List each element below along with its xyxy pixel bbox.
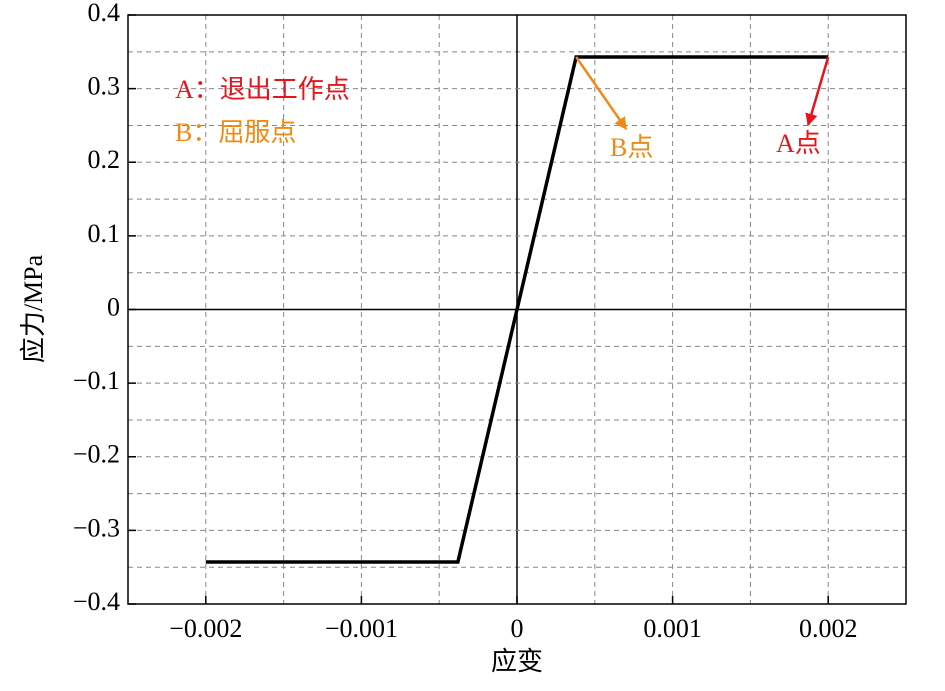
x-tick-label: −0.002 bbox=[169, 614, 242, 643]
y-tick-label: −0.4 bbox=[73, 587, 120, 616]
y-tick-label: −0.1 bbox=[73, 366, 120, 395]
x-tick-label: 0.001 bbox=[643, 614, 702, 643]
annotation-arrow bbox=[805, 56, 830, 127]
annotation-arrow bbox=[575, 56, 628, 130]
y-tick-label: 0.2 bbox=[88, 145, 121, 174]
y-tick-label: −0.3 bbox=[73, 513, 120, 542]
x-axis-label: 应变 bbox=[491, 647, 543, 676]
y-tick-label: 0.4 bbox=[88, 0, 121, 27]
y-tick-label: 0 bbox=[107, 292, 120, 321]
note: B：屈服点 bbox=[175, 118, 296, 147]
note: A：退出工作点 bbox=[175, 75, 350, 104]
x-tick-label: 0 bbox=[511, 614, 524, 643]
y-tick-label: 0.1 bbox=[88, 219, 121, 248]
point-label: B点 bbox=[610, 133, 653, 162]
x-tick-label: −0.001 bbox=[325, 614, 398, 643]
y-tick-label: 0.3 bbox=[88, 72, 121, 101]
plot-frame bbox=[127, 14, 907, 605]
line-series bbox=[205, 55, 829, 564]
y-tick-label: −0.2 bbox=[73, 440, 120, 469]
point-label: A点 bbox=[776, 129, 821, 158]
y-axis-label: 应力/MPa bbox=[19, 254, 48, 363]
x-tick-label: 0.002 bbox=[799, 614, 858, 643]
